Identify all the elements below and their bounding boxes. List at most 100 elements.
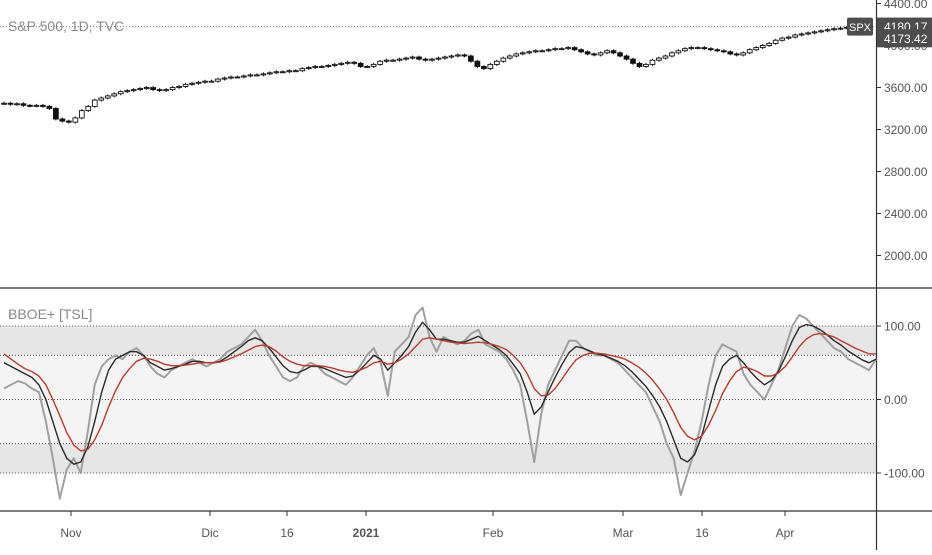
candle-body: [124, 90, 131, 93]
x-tick-label-7: Apr: [776, 526, 795, 540]
candle-body: [753, 47, 760, 51]
price-tick-label-2: 3600.00: [884, 81, 928, 95]
candle-body: [46, 105, 53, 109]
candle-body: [344, 61, 351, 64]
candle-body: [137, 88, 144, 91]
candle-body: [416, 56, 422, 60]
osc-tick-label-0: 100.00: [884, 320, 921, 334]
candle-body: [461, 54, 468, 57]
candle-body: [630, 58, 636, 64]
candle-body: [163, 89, 169, 92]
candle-body: [254, 74, 260, 77]
candle-body: [720, 50, 727, 53]
candle-body: [260, 73, 267, 76]
price-chart-title: S&P 500, 1D, TVC: [8, 18, 125, 34]
oscillator-title: BBOE+ [TSL]: [8, 306, 93, 322]
candle-body: [818, 30, 824, 33]
candle-body: [435, 57, 442, 60]
price-tick-label-3: 3200.00: [884, 123, 928, 137]
candle-body: [623, 55, 630, 60]
candle-body: [785, 36, 792, 39]
candle-body: [312, 66, 319, 68]
candle-body: [759, 45, 766, 49]
candle-body: [584, 51, 591, 55]
candle-body: [429, 58, 435, 61]
price-tick-label-4: 2800.00: [884, 165, 928, 179]
lower-band: [0, 443, 876, 473]
x-tick-label-6: 16: [695, 526, 709, 540]
candle-body: [669, 52, 675, 57]
candle-body: [305, 67, 312, 70]
candle-body: [351, 61, 358, 64]
candle-body: [325, 64, 332, 67]
candle-body: [390, 59, 396, 62]
candle-body: [91, 99, 98, 107]
candle-body: [169, 87, 176, 91]
candle-body: [695, 47, 701, 50]
candle-body: [396, 58, 403, 61]
candle-body: [597, 52, 604, 56]
candle-body: [519, 52, 526, 55]
candle-body: [208, 80, 215, 83]
candle-body: [656, 57, 662, 61]
candle-body: [189, 82, 195, 85]
candle-body: [176, 85, 182, 88]
candle-body: [552, 48, 559, 51]
candle-body: [370, 63, 377, 67]
candle-body: [824, 29, 831, 32]
x-tick-label-3: 2021: [353, 526, 380, 540]
candle-body: [143, 87, 150, 89]
candle-body: [539, 50, 546, 53]
candle-body: [104, 95, 111, 99]
candle-body: [455, 54, 461, 57]
candle-body: [20, 103, 27, 106]
candle-body: [798, 33, 805, 36]
candle-body: [338, 62, 345, 65]
candle-body: [474, 60, 481, 67]
candle-body: [78, 110, 85, 119]
candle-body: [267, 72, 273, 75]
candle-body: [241, 75, 247, 78]
candle-body: [610, 50, 617, 54]
candle-body: [701, 47, 708, 50]
candle-body: [292, 70, 299, 73]
candle-body: [532, 50, 539, 53]
osc-tick-label-1: 0.00: [884, 393, 908, 407]
candle-body: [636, 62, 643, 67]
candle-body: [682, 48, 688, 52]
candle-body: [27, 104, 33, 107]
candle-body: [714, 49, 721, 52]
candle-body: [792, 34, 798, 38]
candle-body: [578, 49, 584, 53]
candle-body: [571, 47, 578, 51]
candle-body: [299, 68, 306, 72]
candle-body: [500, 57, 507, 62]
candle-body: [228, 76, 234, 79]
osc-series-line-2: [3, 332, 876, 452]
candle-body: [468, 55, 474, 62]
candle-body: [234, 76, 241, 79]
candle-body: [53, 108, 59, 120]
osc-series-line-1: [3, 321, 877, 465]
candle-body: [837, 27, 844, 30]
candle-body: [215, 78, 221, 82]
candle-body: [286, 70, 293, 73]
candle-body: [727, 51, 734, 55]
candle-body: [85, 105, 92, 112]
candle-body: [318, 66, 325, 68]
candle-body: [72, 117, 79, 123]
candle-body: [409, 56, 416, 59]
candle-body: [493, 60, 500, 65]
x-tick-label-4: Feb: [483, 526, 504, 540]
candle-body: [746, 49, 753, 54]
candle-body: [740, 52, 747, 56]
x-tick-label-2: 16: [280, 526, 294, 540]
candle-body: [279, 71, 286, 74]
candle-body: [649, 59, 656, 65]
candle-body: [111, 93, 118, 97]
price-tick-label-5: 2400.00: [884, 207, 928, 221]
candle-body: [558, 48, 565, 51]
candle-body: [156, 89, 163, 92]
candle-body: [506, 55, 513, 59]
